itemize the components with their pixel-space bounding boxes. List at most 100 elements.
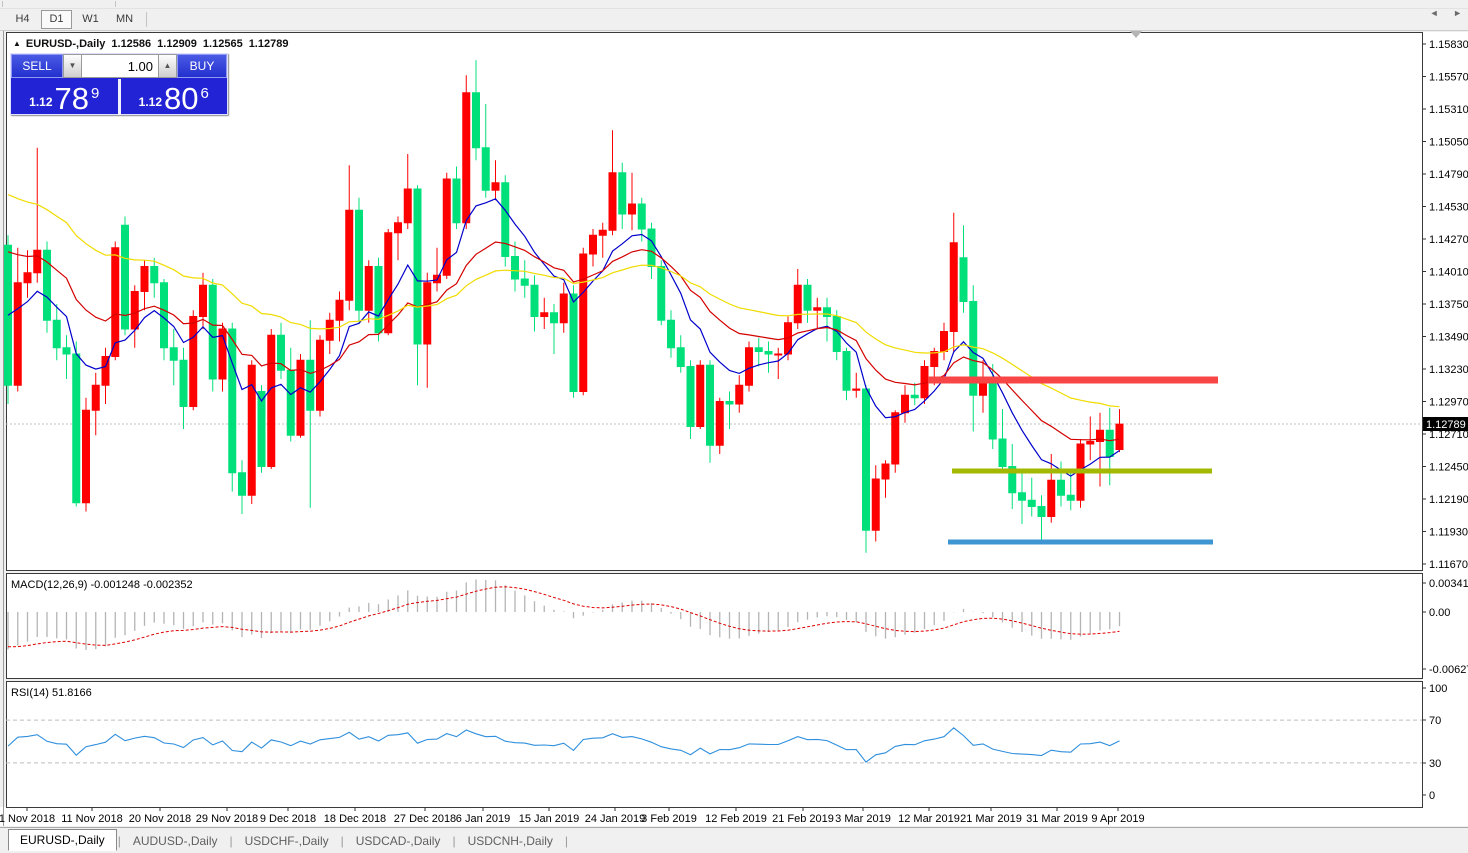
ohlc-close: 1.12789: [248, 38, 289, 50]
one-click-trade-panel: SELL ▼ ▲ BUY 1.12 78 9 1.12 80 6: [10, 53, 228, 115]
svg-text:0.003412: 0.003412: [1429, 578, 1468, 590]
svg-text:29 Nov 2018: 29 Nov 2018: [196, 813, 258, 825]
chart-tabs-bar: EURUSD-,Daily | AUDUSD-,Daily | USDCHF-,Dail…: [0, 827, 1468, 853]
svg-text:31 Mar 2019: 31 Mar 2019: [1026, 813, 1088, 825]
svg-text:0.00: 0.00: [1429, 607, 1450, 619]
svg-text:1.14010: 1.14010: [1429, 267, 1468, 279]
chart-tab-usdcnh[interactable]: USDCNH-,Daily: [467, 833, 553, 848]
symbol-period-label: EURUSD-,Daily: [25, 38, 106, 50]
timeframe-button-w1[interactable]: W1: [82, 13, 99, 25]
current-price-box: [1423, 417, 1468, 431]
price-tile-divider: [117, 79, 121, 115]
chart-tab-usdcad[interactable]: USDCAD-,Daily: [355, 833, 441, 848]
ma-fast-line: [7, 198, 1120, 477]
chart-shift-marker-icon[interactable]: [1130, 31, 1142, 38]
svg-text:11 Nov 2018: 11 Nov 2018: [61, 813, 123, 825]
svg-text:1.13750: 1.13750: [1429, 299, 1468, 311]
svg-text:100: 100: [1429, 683, 1447, 695]
svg-text:9 Dec 2018: 9 Dec 2018: [260, 813, 316, 825]
svg-text:1.13490: 1.13490: [1429, 332, 1468, 344]
macd-axis[interactable]: 0.003412 0.00 -0.006271: [1422, 578, 1468, 676]
svg-text:27 Dec 2018: 27 Dec 2018: [394, 813, 456, 825]
sell-big-figure: 1.12: [29, 95, 53, 109]
timeframe-toolbar: H4 D1 W1 MN: [0, 9, 1468, 31]
chart-tab-usdchf[interactable]: USDCHF-,Daily: [244, 833, 329, 848]
svg-text:0: 0: [1429, 790, 1435, 802]
svg-text:1.15310: 1.15310: [1429, 104, 1468, 116]
svg-text:21 Mar 2019: 21 Mar 2019: [960, 813, 1022, 825]
macd-pane-content: [7, 579, 1121, 650]
sell-button[interactable]: SELL: [11, 54, 63, 78]
chart-title: ▲ EURUSD-,Daily 1.12586 1.12909 1.12565 1.127…: [13, 38, 288, 50]
sell-price-tile[interactable]: 1.12 78 9: [11, 79, 118, 115]
caret-up-icon: ▲: [163, 61, 172, 70]
timeframe-button-h4[interactable]: H4: [15, 13, 30, 25]
tab-separator: |: [340, 833, 344, 848]
svg-text:70: 70: [1429, 715, 1441, 727]
ohlc-open: 1.12586: [111, 38, 152, 50]
chart-tab-eurusd[interactable]: EURUSD-,Daily: [8, 828, 117, 851]
svg-text:1.14790: 1.14790: [1429, 169, 1468, 181]
buy-pipette: 6: [200, 85, 209, 102]
tab-separator: |: [452, 833, 456, 848]
ohlc-high: 1.12909: [157, 38, 197, 50]
buy-big-figure: 1.12: [138, 95, 163, 109]
svg-text:1 Nov 2018: 1 Nov 2018: [0, 813, 55, 825]
svg-text:12 Feb 2019: 12 Feb 2019: [705, 813, 767, 825]
macd-pane[interactable]: [6, 573, 1423, 679]
svg-text:12 Mar 2019: 12 Mar 2019: [898, 813, 960, 825]
svg-text:1.15570: 1.15570: [1429, 72, 1468, 84]
volume-spin-up-button[interactable]: ▲: [158, 54, 177, 78]
trade-panel-prices: 1.12 78 9 1.12 80 6: [11, 79, 227, 115]
volume-input[interactable]: [82, 54, 158, 78]
caret-down-icon: ▼: [68, 61, 77, 70]
svg-text:1.11930: 1.11930: [1429, 527, 1468, 539]
rsi-label: RSI(14) 51.8166: [11, 687, 92, 699]
timeframe-button-mn[interactable]: MN: [115, 13, 134, 25]
chart-tab-audusd[interactable]: AUDUSD-,Daily: [132, 833, 218, 848]
svg-text:1.13230: 1.13230: [1429, 364, 1468, 376]
time-axis-area[interactable]: [0, 807, 1468, 826]
tab-scroll-right-icon[interactable]: ►: [1453, 8, 1462, 18]
svg-text:20 Nov 2018: 20 Nov 2018: [129, 813, 191, 825]
svg-text:21 Feb 2019: 21 Feb 2019: [772, 813, 834, 825]
tab-scroll-left-icon[interactable]: ◄: [1429, 8, 1439, 18]
tab-separator: |: [229, 833, 233, 848]
tab-scroll-arrows: ◄ ►: [1418, 8, 1462, 18]
svg-text:3 Feb 2019: 3 Feb 2019: [641, 813, 697, 825]
one-click-collapse-icon[interactable]: ▲: [13, 39, 21, 48]
current-price-text: 1.12789: [1426, 419, 1466, 431]
buy-price-tile[interactable]: 1.12 80 6: [121, 79, 228, 115]
svg-text:30: 30: [1429, 758, 1441, 770]
volume-dropdown-button[interactable]: ▼: [63, 54, 82, 78]
time-scale[interactable]: 1 Nov 2018 11 Nov 2018 20 Nov 2018 29 Nov 2…: [0, 807, 1145, 825]
macd-signal-line: [7, 586, 1120, 648]
svg-text:1.14270: 1.14270: [1429, 234, 1468, 246]
rsi-pane[interactable]: [6, 681, 1423, 808]
macd-label: MACD(12,26,9) -0.001248 -0.002352: [11, 579, 193, 591]
toolbar-grip: [2, 1, 3, 7]
toolbar-divider: [115, 1, 116, 7]
window-top-strip: [0, 0, 1468, 9]
svg-text:1.15830: 1.15830: [1429, 39, 1468, 51]
ma-slow-line: [7, 194, 1120, 408]
svg-text:1.12450: 1.12450: [1429, 462, 1468, 474]
sell-pipette: 9: [91, 85, 100, 102]
timeframe-buttons: H4 D1 W1 MN: [7, 10, 143, 29]
rsi-axis[interactable]: 100 70 30 0: [1422, 683, 1447, 802]
toolbar-separator: [146, 12, 147, 27]
tab-separator: |: [117, 833, 121, 848]
ohlc-low: 1.12565: [202, 38, 243, 50]
svg-text:18 Dec 2018: 18 Dec 2018: [324, 813, 386, 825]
svg-text:1.15050: 1.15050: [1429, 137, 1468, 149]
svg-text:1.12190: 1.12190: [1429, 494, 1468, 506]
price-scale[interactable]: 1.15830 1.15570 1.15310 1.15050 1.14790 1.145…: [1422, 39, 1468, 571]
buy-button[interactable]: BUY: [177, 54, 227, 78]
buy-pips: 80: [164, 81, 199, 116]
svg-text:9 Apr 2019: 9 Apr 2019: [1091, 813, 1144, 825]
trade-panel-controls: SELL ▼ ▲ BUY: [11, 54, 227, 78]
svg-text:15 Jan 2019: 15 Jan 2019: [519, 813, 580, 825]
timeframe-button-d1[interactable]: D1: [41, 10, 72, 29]
